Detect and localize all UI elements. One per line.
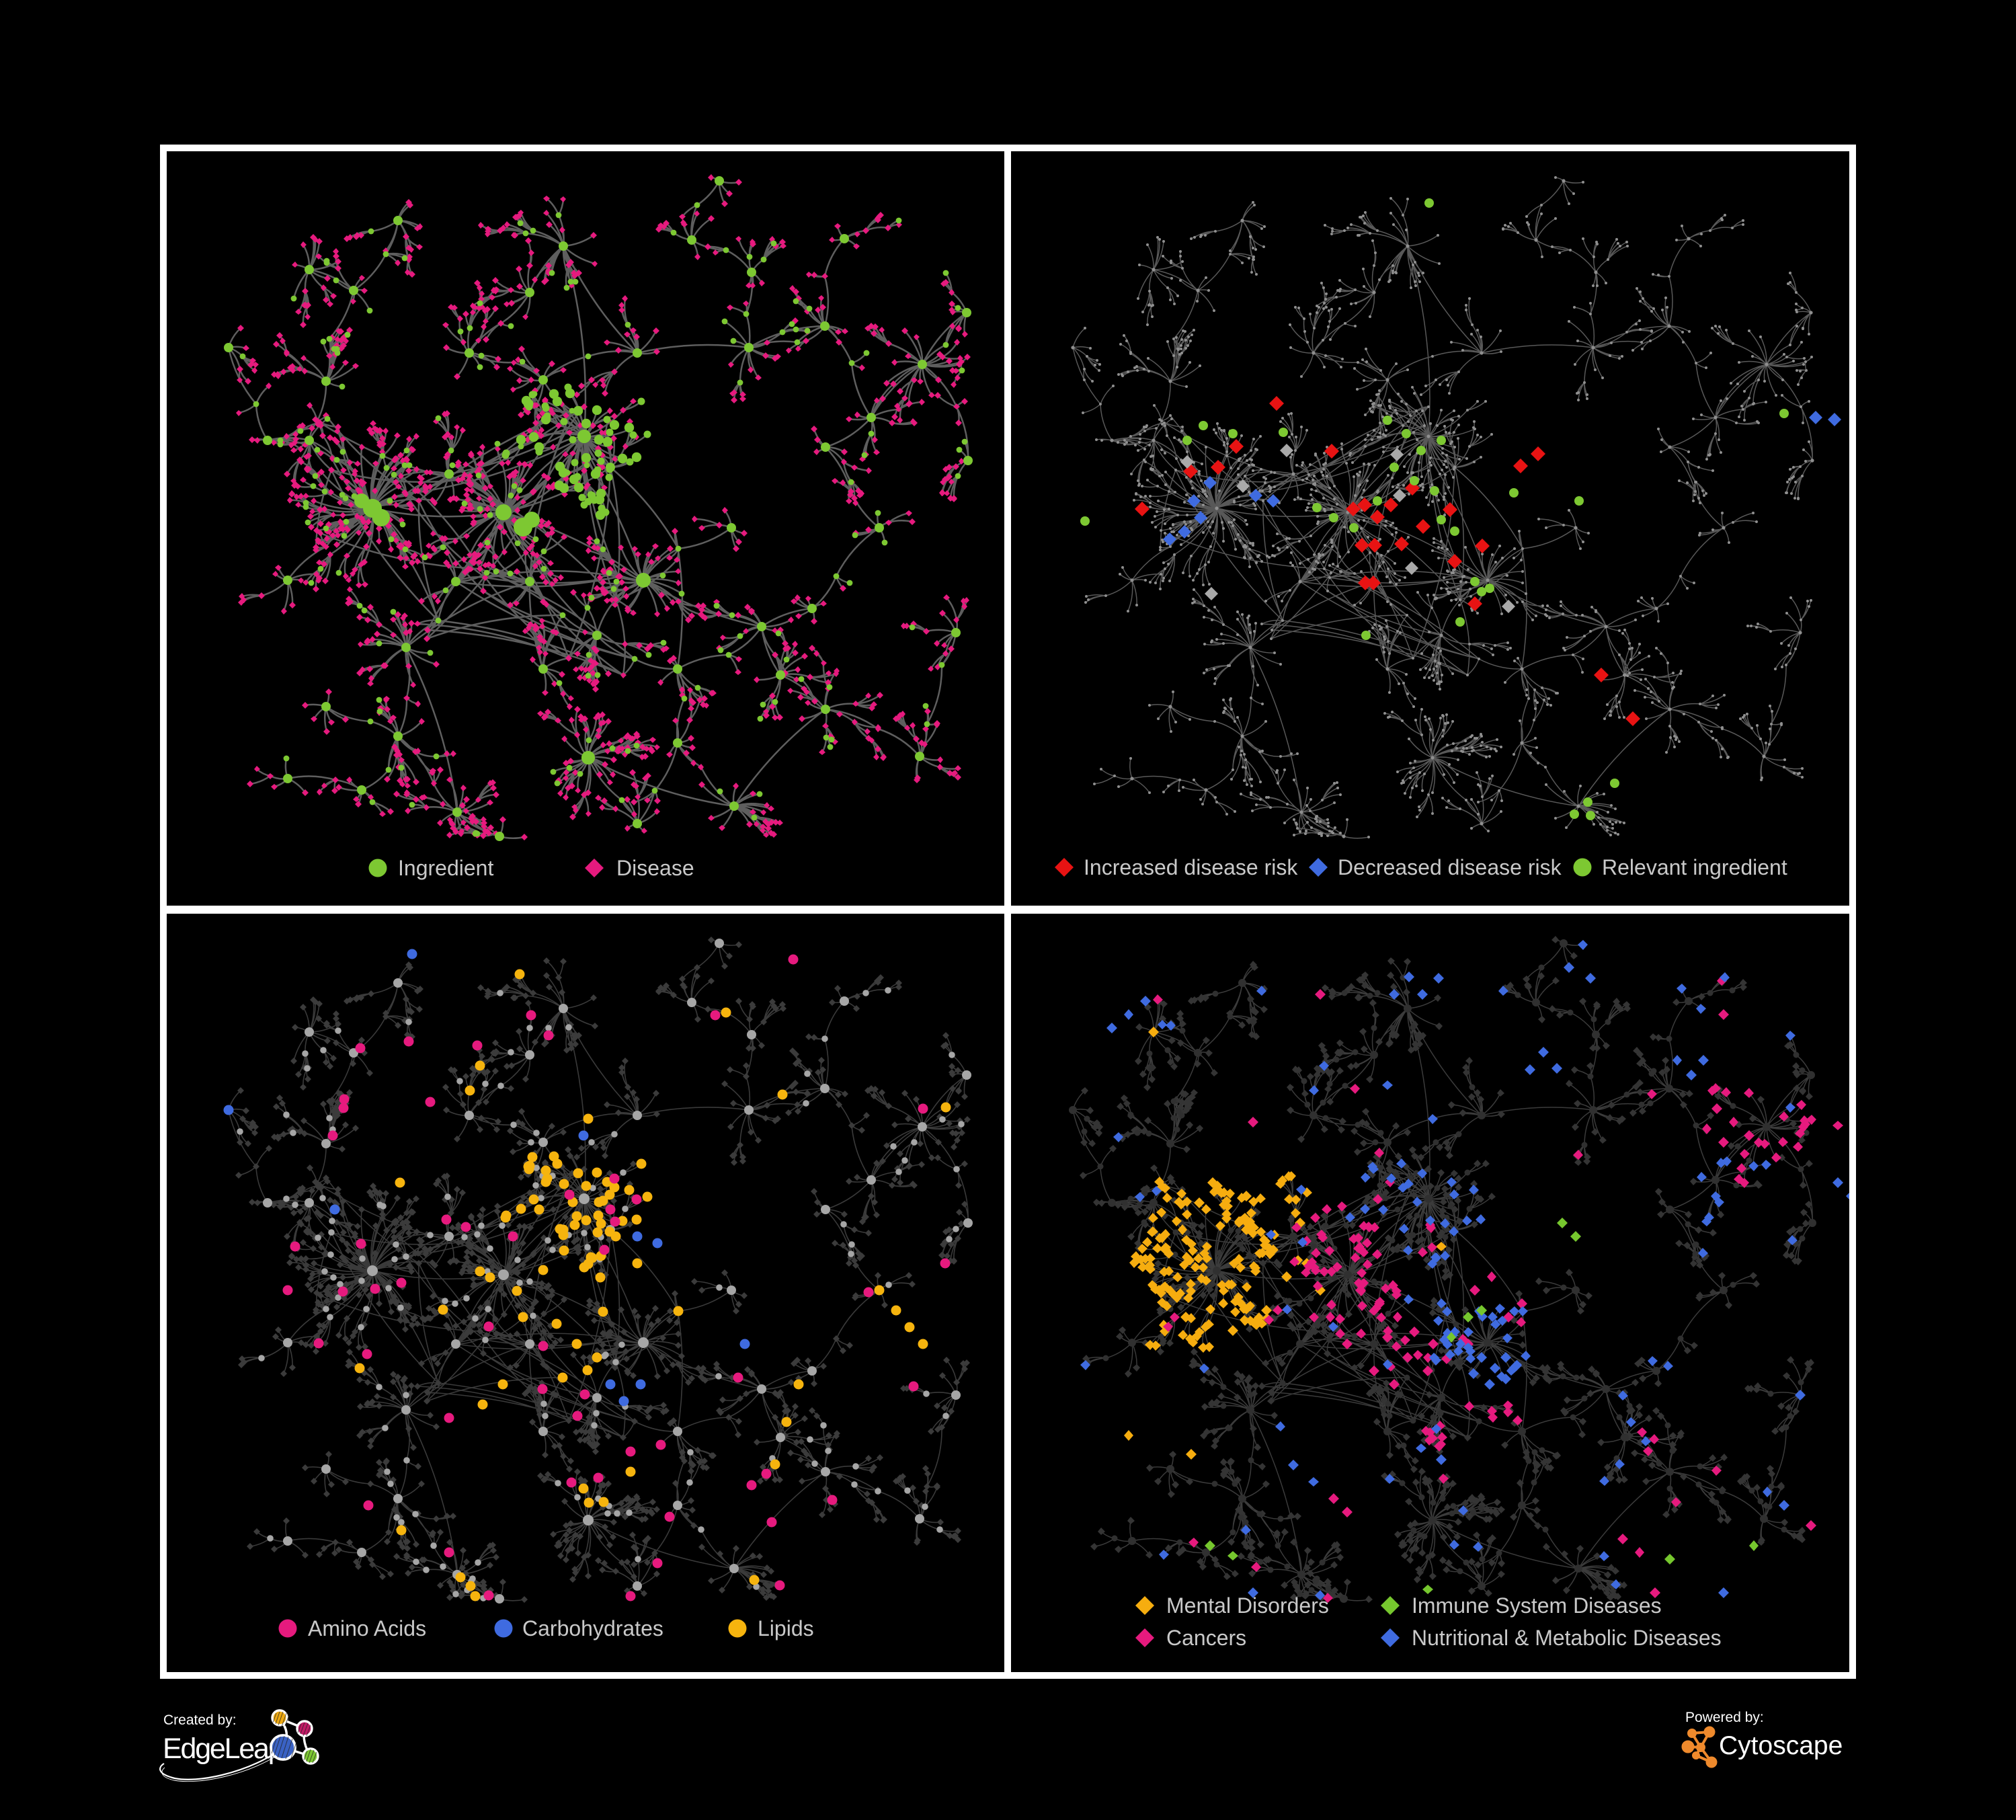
svg-text:Cancers: Cancers [1166,1626,1246,1650]
svg-text:Powered by:: Powered by: [1685,1710,1764,1725]
svg-text:Ingredient: Ingredient [398,856,493,880]
svg-text:Increased disease risk: Increased disease risk [1084,855,1298,879]
svg-text:Created by:: Created by: [163,1712,237,1728]
svg-text:Lipids: Lipids [758,1616,814,1640]
svg-text:Mental Disorders: Mental Disorders [1166,1593,1329,1618]
svg-text:Relevant ingredient: Relevant ingredient [1602,855,1787,879]
svg-text:Decreased disease risk: Decreased disease risk [1338,855,1562,879]
svg-text:Cytoscape: Cytoscape [1719,1731,1843,1760]
svg-text:EdgeLeap: EdgeLeap [163,1733,284,1765]
svg-text:Carbohydrates: Carbohydrates [522,1616,663,1640]
svg-text:Immune System Diseases: Immune System Diseases [1412,1593,1662,1618]
svg-text:Nutritional & Metabolic Diseas: Nutritional & Metabolic Diseases [1412,1626,1722,1650]
svg-text:Amino Acids: Amino Acids [308,1616,426,1640]
svg-text:Disease: Disease [616,856,694,880]
